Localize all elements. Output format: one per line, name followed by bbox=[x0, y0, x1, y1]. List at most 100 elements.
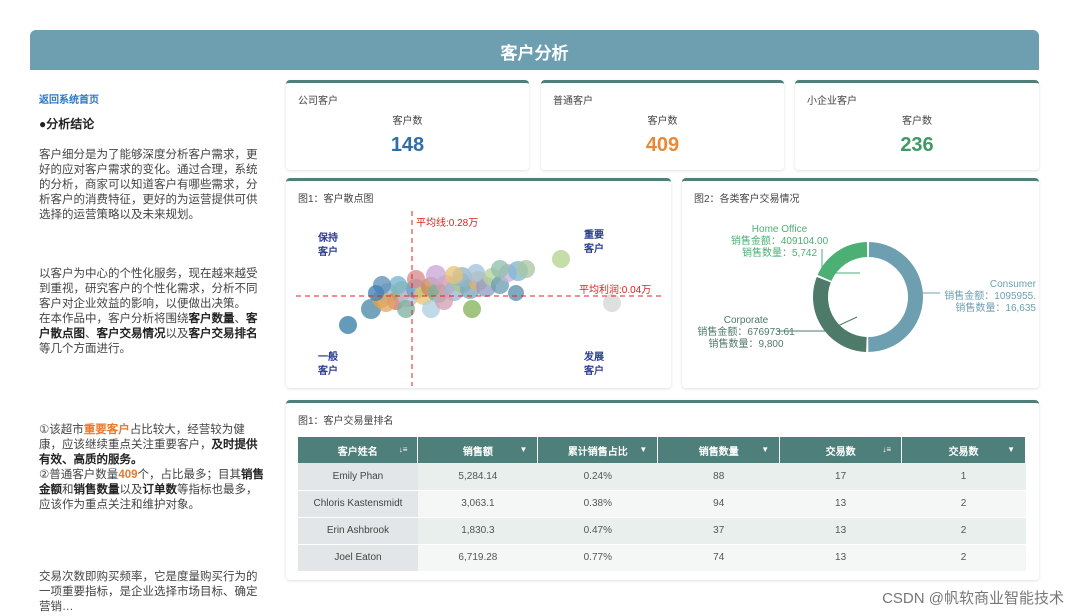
label-home-office: Home Office 销售金额：409104.00 销售数量：5,742 bbox=[712, 224, 847, 260]
text: 和 bbox=[62, 484, 74, 496]
kpi-sub: 客户数 bbox=[902, 116, 932, 127]
cell-qty: 74 bbox=[657, 544, 780, 572]
cell-name: Emily Phan bbox=[298, 463, 418, 491]
sort-icon[interactable]: ↓≡ bbox=[882, 445, 892, 454]
table-row[interactable]: Chloris Kastensmidt 3,063.1 0.38% 94 13 … bbox=[298, 490, 1026, 518]
scatter-plot[interactable] bbox=[286, 181, 671, 391]
header-label: 销售额 bbox=[462, 446, 493, 458]
text: 占比较大，经营较为健康，应该继续重点关注重要客户， bbox=[39, 424, 245, 451]
scatter-point[interactable] bbox=[517, 260, 535, 278]
scatter-point[interactable] bbox=[508, 285, 524, 301]
text: 等几个方面进行。 bbox=[39, 343, 131, 355]
dropdown-icon[interactable]: ▼ bbox=[639, 445, 648, 454]
scatter-chart-card: 图1：客户散点图 平均线:0.28万 平均利润:0.04万 保持 客户 重要 客… bbox=[286, 178, 671, 388]
scatter-point[interactable] bbox=[339, 316, 357, 334]
scatter-point[interactable] bbox=[435, 292, 453, 310]
donut-segment-consumer[interactable] bbox=[868, 242, 923, 352]
col-header-name[interactable]: 客户姓名 ↓≡ bbox=[298, 437, 419, 463]
scatter-point[interactable] bbox=[407, 270, 425, 288]
cell-sales: 1,830.3 bbox=[417, 517, 538, 545]
cell-qty: 88 bbox=[657, 463, 780, 491]
text-bold: 销售数量 bbox=[73, 484, 120, 496]
kpi-label: 普通客户 bbox=[553, 96, 593, 107]
segment-qty: 销售数量：16,635 bbox=[955, 303, 1036, 314]
scatter-point[interactable] bbox=[467, 264, 485, 282]
scatter-title: 图1：客户散点图 bbox=[298, 194, 374, 205]
scatter-point[interactable] bbox=[463, 300, 481, 318]
conclusion-title: ●分析结论 bbox=[39, 117, 95, 131]
scatter-point[interactable] bbox=[397, 300, 415, 318]
text-bold: 客户散点图 bbox=[39, 313, 258, 340]
table-row[interactable]: Erin Ashbrook 1,830.3 0.47% 37 13 2 bbox=[298, 517, 1026, 545]
watermark: CSDN @帆软商业智能技术 bbox=[882, 590, 1064, 607]
quadrant-develop: 发展 客户 bbox=[584, 352, 604, 377]
table-title: 图1：客户交易量排名 bbox=[298, 416, 394, 427]
text: 个，占比最多；目其 bbox=[137, 469, 242, 481]
text-bold: 销售金额 bbox=[39, 469, 264, 496]
cell-sales: 6,719.28 bbox=[417, 544, 538, 572]
cell-sales: 5,284.14 bbox=[417, 463, 538, 491]
col-header-trades[interactable]: 交易数 ↓≡ bbox=[779, 437, 903, 463]
col-header-trades-2[interactable]: 交易数 ▼ bbox=[901, 437, 1026, 463]
cell-ratio: 0.77% bbox=[537, 544, 658, 572]
text-bold: 客户交易排名 bbox=[188, 328, 258, 340]
text-bold: 订单数 bbox=[142, 484, 178, 496]
leader-line-corporate bbox=[777, 316, 858, 332]
label-corporate: Corporate 销售金额：676973.61 销售数量：9,800 bbox=[690, 315, 802, 351]
text: 、 bbox=[85, 328, 97, 340]
text: ②普通客户数量 bbox=[39, 469, 119, 481]
table-row[interactable]: Emily Phan 5,284.14 0.24% 88 17 1 bbox=[298, 463, 1026, 491]
label-consumer: Consumer 销售金额：1095955. 销售数量：16,635 bbox=[930, 279, 1036, 315]
text: 等指标也最多，应该作为重点关注和维护对象。 bbox=[39, 484, 258, 511]
dropdown-icon[interactable]: ▼ bbox=[761, 445, 770, 454]
header-label: 销售数量 bbox=[698, 446, 739, 458]
dropdown-icon[interactable]: ▼ bbox=[519, 445, 528, 454]
scatter-point[interactable] bbox=[445, 266, 463, 284]
cell-trades-2: 2 bbox=[901, 517, 1026, 545]
kpi-sub: 客户数 bbox=[647, 116, 678, 127]
donut-segment-corporate[interactable] bbox=[813, 276, 867, 352]
ranking-table: 客户姓名 ↓≡ 销售额 ▼ 累计销售占比 ▼ 销售数量 ▼ 交易数 ↓≡ 交易数 ▼ Emi… bbox=[298, 437, 1026, 572]
scatter-point[interactable] bbox=[426, 265, 446, 285]
segment-sales: 销售金额：676973.61 bbox=[697, 327, 795, 338]
segment-sales: 销售金额：1095955. bbox=[944, 291, 1036, 302]
scatter-point[interactable] bbox=[491, 260, 509, 278]
cell-ratio: 0.38% bbox=[537, 490, 658, 518]
text-highlight: 409 bbox=[118, 469, 138, 481]
donut-chart[interactable] bbox=[682, 181, 1039, 391]
header-label: 客户姓名 bbox=[337, 446, 378, 458]
cell-qty: 94 bbox=[657, 490, 780, 518]
col-header-cum-ratio[interactable]: 累计销售占比 ▼ bbox=[537, 437, 659, 463]
kpi-label: 小企业客户 bbox=[807, 96, 857, 107]
paragraph-findings: ①该超市重要客户占比较大，经营较为健康，应该继续重点关注重要客户，及时提供有效、… bbox=[39, 423, 265, 513]
scatter-point[interactable] bbox=[603, 294, 621, 312]
text-bold: 客户交易情况 bbox=[96, 328, 166, 340]
sort-icon[interactable]: ↓≡ bbox=[398, 445, 408, 454]
kpi-label: 公司客户 bbox=[298, 96, 338, 107]
scatter-point[interactable] bbox=[368, 285, 384, 301]
scatter-point[interactable] bbox=[422, 300, 440, 318]
table-row[interactable]: Joel Eaton 6,719.28 0.77% 74 13 2 bbox=[298, 544, 1026, 572]
col-header-sales[interactable]: 销售额 ▼ bbox=[417, 437, 539, 463]
scatter-point[interactable] bbox=[552, 250, 570, 268]
segment-name: Corporate bbox=[723, 315, 769, 326]
cell-name: Chloris Kastensmidt bbox=[298, 490, 418, 518]
kpi-card-small-business: 小企业客户 客户数 236 bbox=[795, 80, 1039, 170]
dropdown-icon[interactable]: ▼ bbox=[1007, 445, 1015, 454]
quadrant-important: 重要 客户 bbox=[584, 230, 604, 255]
paragraph-focus-a: 以客户为中心的个性化服务，现在越来越受到重视，研究客户的个性化需求，分析不同客户… bbox=[39, 268, 258, 310]
cell-trades: 17 bbox=[779, 463, 902, 491]
home-link[interactable]: 返回系统首页 bbox=[39, 95, 99, 106]
cell-trades-2: 1 bbox=[901, 463, 1026, 491]
quadrant-keep: 保持 客户 bbox=[318, 233, 338, 258]
donut-segment-home-office[interactable] bbox=[817, 242, 868, 281]
cell-trades: 13 bbox=[779, 544, 902, 572]
col-header-qty[interactable]: 销售数量 ▼ bbox=[657, 437, 781, 463]
text: ①该超市 bbox=[39, 424, 84, 436]
segment-name: Home Office bbox=[751, 224, 808, 235]
kpi-card-consumer: 普通客户 客户数 409 bbox=[541, 80, 784, 170]
text: 、 bbox=[234, 313, 247, 325]
text-highlight: 重要客户 bbox=[83, 424, 130, 436]
scatter-point[interactable] bbox=[389, 276, 407, 294]
ranking-table-card: 图1：客户交易量排名 客户姓名 ↓≡ 销售额 ▼ 累计销售占比 ▼ 销售数量 ▼ 交易数… bbox=[286, 400, 1039, 580]
